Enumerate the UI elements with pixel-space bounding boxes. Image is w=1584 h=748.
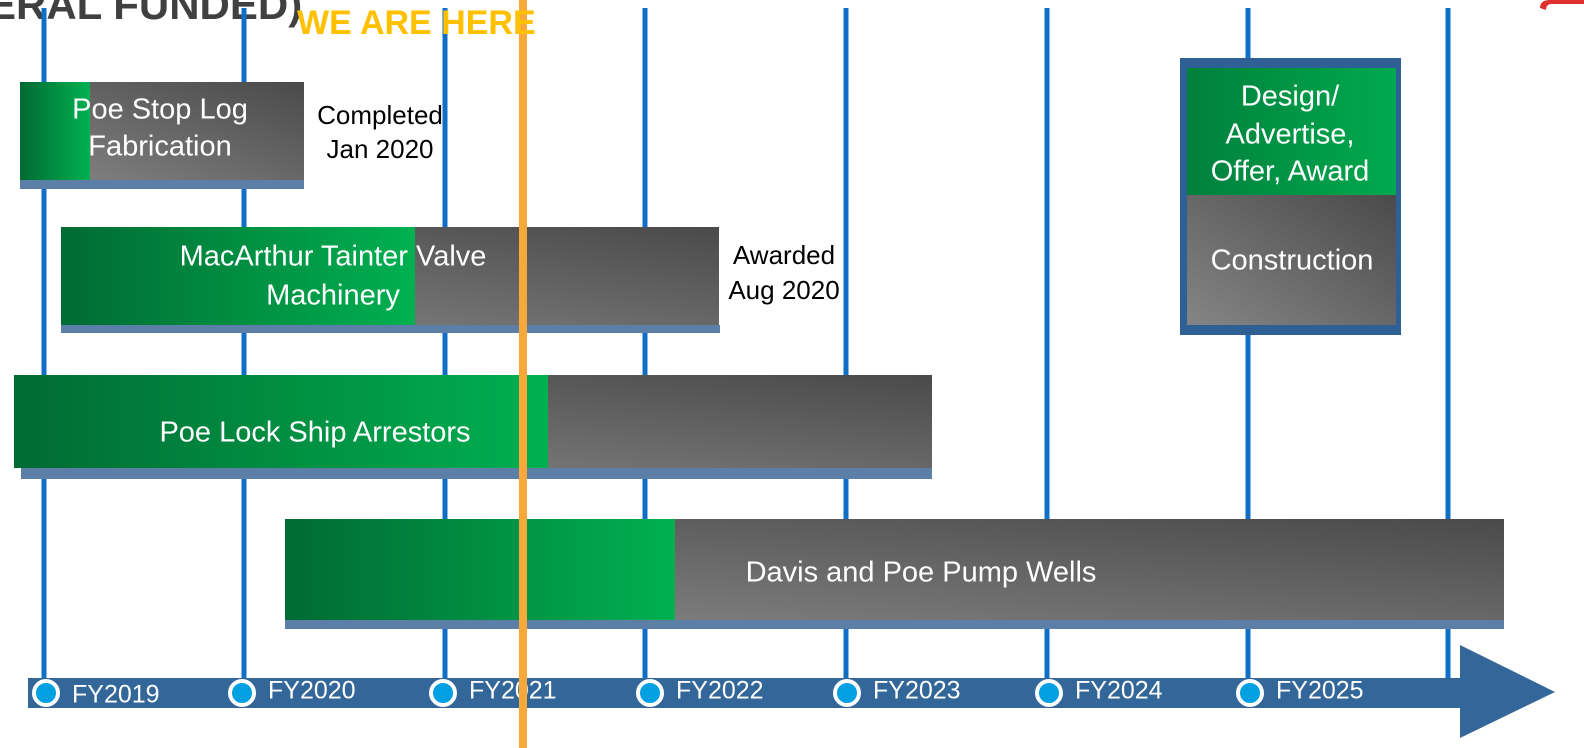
year-label: FY2021 [469,677,557,705]
axis-shaft [28,678,1468,708]
bar-progress [61,227,415,325]
bar-progress [14,375,548,468]
bar-progress [20,82,90,180]
task-label: Machinery [266,280,400,312]
task-note: Jan 2020 [327,134,434,164]
year-dot [636,679,664,707]
title-fragment: ERAL FUNDED) [0,0,302,28]
construction-phase [1187,195,1396,325]
task-bar: Davis and Poe Pump Wells [285,519,1504,629]
bar-shadow [61,325,720,333]
task-bar: MacArthur Tainter Valve Machinery Awarde… [61,227,840,333]
year-dot [1035,679,1063,707]
task-note: Completed [317,100,443,130]
year-label: FY2023 [873,677,961,705]
design-label: Offer, Award [1211,156,1370,188]
phase-box: Design/ Advertise, Offer, Award Construc… [1180,58,1401,335]
design-label: Advertise, [1226,119,1355,151]
task-label: Davis and Poe Pump Wells [746,557,1097,589]
construction-label: Construction [1211,245,1374,277]
task-label: Poe Lock Ship Arrestors [159,417,470,449]
task-label: MacArthur Tainter Valve [180,241,487,273]
bar-shadow [21,468,932,479]
time-axis [28,645,1555,738]
year-label: FY2024 [1075,677,1163,705]
year-dot [228,679,256,707]
year-label: FY2019 [72,681,160,709]
year-dot [32,679,60,707]
corner-icon [1540,0,1584,10]
fiscal-years: FY2019 FY2020 FY2021 FY2022 FY2023 FY2024 FY20… [32,677,1364,709]
year-dot [1236,679,1264,707]
year-label: FY2022 [676,677,764,705]
task-label: Poe Stop Log [72,94,248,126]
marker-label: WE ARE HERE [297,4,536,42]
year-dot [429,679,457,707]
task-bar: Poe Lock Ship Arrestors [14,375,932,479]
bar-shadow [20,180,304,189]
task-note: Awarded [733,240,835,270]
design-label: Design/ [1241,81,1340,113]
year-dot [833,679,861,707]
bar-progress [285,519,675,620]
bar-shadow [285,620,1504,629]
axis-arrowhead [1460,645,1555,738]
design-shade [1187,68,1396,195]
task-bar: Poe Stop Log Fabrication Completed Jan 2… [20,82,443,189]
year-label: FY2020 [268,677,356,705]
year-label: FY2025 [1276,677,1364,705]
task-note: Aug 2020 [728,275,839,305]
task-label: Fabrication [88,131,231,163]
